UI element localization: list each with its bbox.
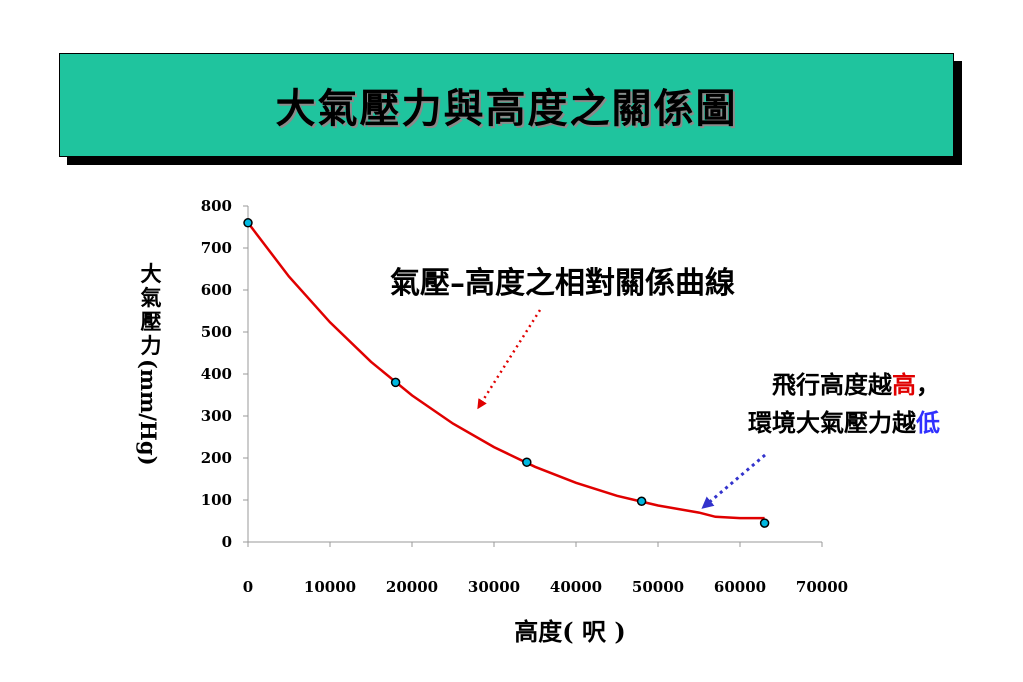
y-axis-label-char: 氣 (140, 285, 162, 310)
x-tick-label: 0 (243, 578, 253, 596)
page-title: 大氣壓力與高度之關係圖 (275, 85, 738, 132)
x-tick-label: 30000 (468, 578, 520, 596)
y-tick-label: 400 (201, 365, 232, 383)
y-tick-label: 800 (201, 197, 232, 215)
data-points (243, 218, 770, 528)
trend-note-line1: 飛行高度越高， (640, 366, 940, 404)
x-tick-label: 10000 (304, 578, 356, 596)
x-tick-label: 50000 (632, 578, 684, 596)
curve-annotation: 氣壓–高度之相對關係曲線 (390, 266, 735, 301)
trend-note-text: 環境大氣壓力越 (748, 408, 916, 437)
y-tick-label: 700 (201, 239, 232, 257)
y-axis-unit: (mm/Hg) (136, 359, 161, 466)
chart-ticks: 0 10000 20000 30000 40000 50000 60000 70000 0 100… (201, 197, 848, 596)
y-tick-label: 0 (222, 533, 232, 551)
pressure-curve (247, 222, 765, 520)
data-point (390, 377, 401, 388)
y-axis-label-char: 力 (140, 333, 162, 358)
y-tick-label: 600 (201, 281, 232, 299)
trend-note: 飛行高度越高， 環境大氣壓力越低 (640, 366, 940, 442)
trend-note-comma: ， (916, 370, 940, 399)
trend-note-text: 飛行高度越 (772, 370, 892, 399)
trend-note-line2: 環境大氣壓力越低 (640, 404, 940, 442)
red-pointer-arrow (477, 309, 542, 410)
y-axis-label-char: 壓 (140, 309, 162, 334)
x-axis-label: 高度( 呎 ) (514, 617, 626, 646)
highlight-low: 低 (916, 408, 940, 437)
title-banner: 大氣壓力與高度之關係圖 (59, 53, 954, 157)
y-tick-label: 500 (201, 323, 232, 341)
x-tick-label: 40000 (550, 578, 602, 596)
data-point (759, 518, 770, 528)
y-axis-label-char: 大 (140, 261, 162, 286)
y-tick-label: 200 (201, 449, 232, 467)
x-tick-label: 70000 (796, 578, 848, 596)
x-tick-label: 20000 (386, 578, 438, 596)
y-tick-label: 300 (201, 407, 232, 425)
data-point (636, 496, 647, 507)
data-point (243, 218, 253, 228)
y-axis-label: 大 氣 壓 力 (mm/Hg) (136, 262, 166, 466)
data-point (522, 457, 532, 467)
x-tick-label: 60000 (714, 578, 766, 596)
blue-pointer-arrow (701, 453, 766, 509)
highlight-high: 高 (892, 370, 916, 399)
y-tick-label: 100 (201, 491, 232, 509)
